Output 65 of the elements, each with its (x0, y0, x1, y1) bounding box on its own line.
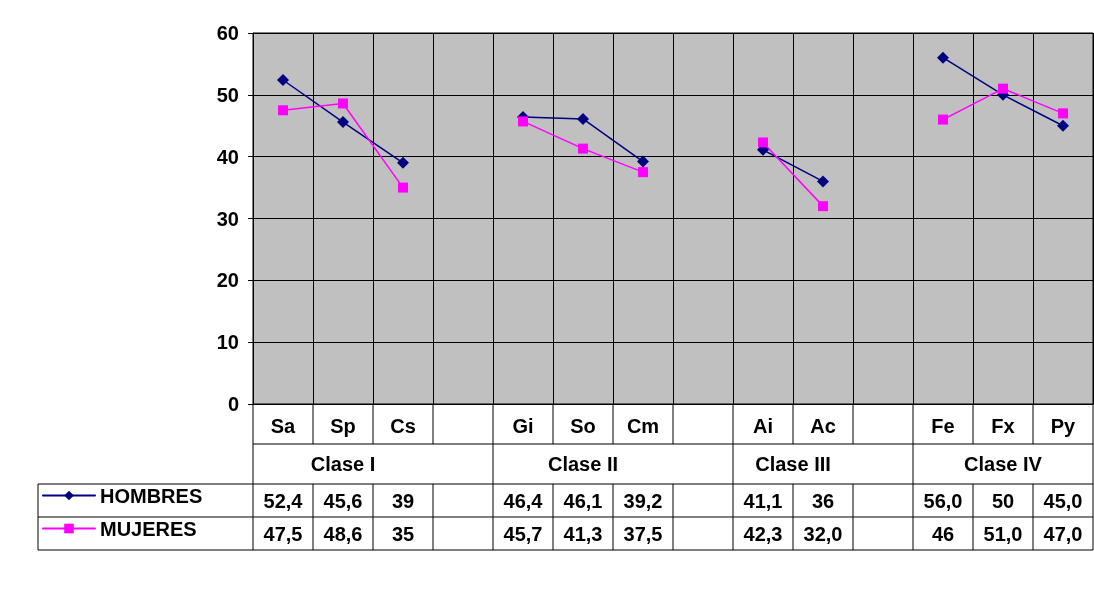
point (397, 156, 409, 169)
point (637, 155, 649, 168)
data-label: 37,5 (623, 522, 663, 545)
x-tick-label: Cs (390, 415, 416, 437)
data-label: 45,6 (323, 489, 363, 512)
text: Clase II (547, 453, 619, 475)
y-tick-label: 50 (216, 83, 239, 106)
point (1058, 108, 1068, 119)
point (758, 137, 768, 148)
data-label: 46 (931, 522, 955, 545)
point (338, 98, 348, 109)
data-label: 41,1 (743, 489, 783, 512)
point (638, 167, 648, 178)
point (998, 83, 1008, 94)
x-tick-label: Sp (330, 415, 356, 437)
x-tick-label: Py (1050, 415, 1077, 437)
text: Clase III (755, 453, 831, 475)
x-tick-label: Fe (931, 415, 955, 437)
data-label: 35 (391, 522, 415, 545)
x-tick-label: Gi (512, 415, 534, 437)
point (938, 114, 948, 125)
data-label: 47,0 (1043, 522, 1083, 545)
y-tick-label: 40 (216, 145, 239, 168)
point (398, 182, 408, 193)
point (518, 116, 528, 127)
data-label: 45,0 (1043, 489, 1083, 512)
data-label: 47,5 (263, 522, 303, 545)
data-label: 42,3 (743, 522, 783, 545)
x-tick-label: So (570, 415, 596, 437)
y-tick-label: 20 (216, 269, 239, 292)
text: Clase I (310, 453, 376, 475)
y-tick-label: 10 (216, 331, 239, 354)
x-tick-label: Ai (753, 415, 773, 437)
data-label: 45,7 (503, 522, 543, 545)
point (817, 175, 829, 188)
x-tick-label: Sa (270, 415, 297, 437)
data-label: 41,3 (563, 522, 603, 545)
x-tick-label: Cm (626, 415, 660, 437)
y-tick-label: 30 (216, 207, 239, 230)
data-label: 46,4 (503, 489, 544, 512)
data-label: 50 (991, 489, 1015, 512)
point (337, 116, 349, 129)
point (578, 143, 588, 154)
point (277, 73, 289, 86)
data-label: 46,1 (563, 489, 603, 512)
x-tick-label: Fx (991, 415, 1015, 437)
point (278, 105, 288, 116)
data-label: 39 (391, 489, 415, 512)
x-tick-label: Ac (810, 415, 836, 437)
point (818, 201, 828, 212)
point (577, 112, 589, 125)
point (937, 51, 949, 64)
data-label: 39,2 (623, 489, 663, 512)
data-label: 32,0 (803, 522, 843, 545)
point (1057, 119, 1069, 132)
y-tick-label: 0 (227, 393, 239, 415)
y-tick-label: 60 (216, 22, 239, 44)
data-label: 36 (811, 489, 835, 512)
data-label: 48,6 (323, 522, 363, 545)
data-label: 56,0 (923, 489, 963, 512)
text: Clase IV (964, 453, 1043, 475)
legend-label: HOMBRES (100, 484, 203, 507)
data-label: 51,0 (983, 522, 1023, 545)
legend-label: MUJERES (100, 517, 197, 540)
data-label: 52,4 (263, 489, 304, 512)
